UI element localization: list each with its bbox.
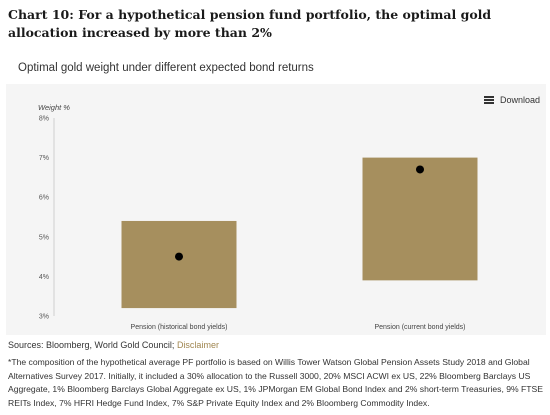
value-point[interactable] (416, 165, 424, 174)
chart-title: Chart 10: For a hypothetical pension fun… (8, 7, 492, 40)
footnote: *The composition of the hypothetical ave… (8, 357, 543, 408)
download-button[interactable]: Download (483, 95, 540, 105)
menu-icon (483, 96, 494, 104)
download-label: Download (499, 95, 540, 105)
range-bar[interactable] (362, 157, 478, 281)
x-tick-label: Pension (current bond yields) (374, 324, 465, 331)
y-tick-label: 6% (39, 195, 49, 202)
sources-line: Sources: Bloomberg, World Gold Council; … (8, 340, 219, 350)
y-tick-label: 3% (39, 314, 49, 321)
disclaimer-link[interactable]: Disclaimer (176, 340, 219, 350)
value-point[interactable] (175, 252, 183, 261)
y-tick-label: 5% (39, 234, 49, 241)
range-bar[interactable] (121, 220, 237, 309)
x-tick-label: Pension (historical bond yields) (131, 324, 228, 331)
chart-subtitle: Optimal gold weight under different expe… (18, 62, 314, 74)
y-tick-label: 4% (39, 274, 49, 281)
y-tick-label: 8% (39, 116, 49, 123)
y-axis-label: Weight % (38, 103, 70, 112)
sources-text: Sources: Bloomberg, World Gold Council; (8, 340, 175, 350)
y-tick-label: 7% (39, 155, 49, 162)
